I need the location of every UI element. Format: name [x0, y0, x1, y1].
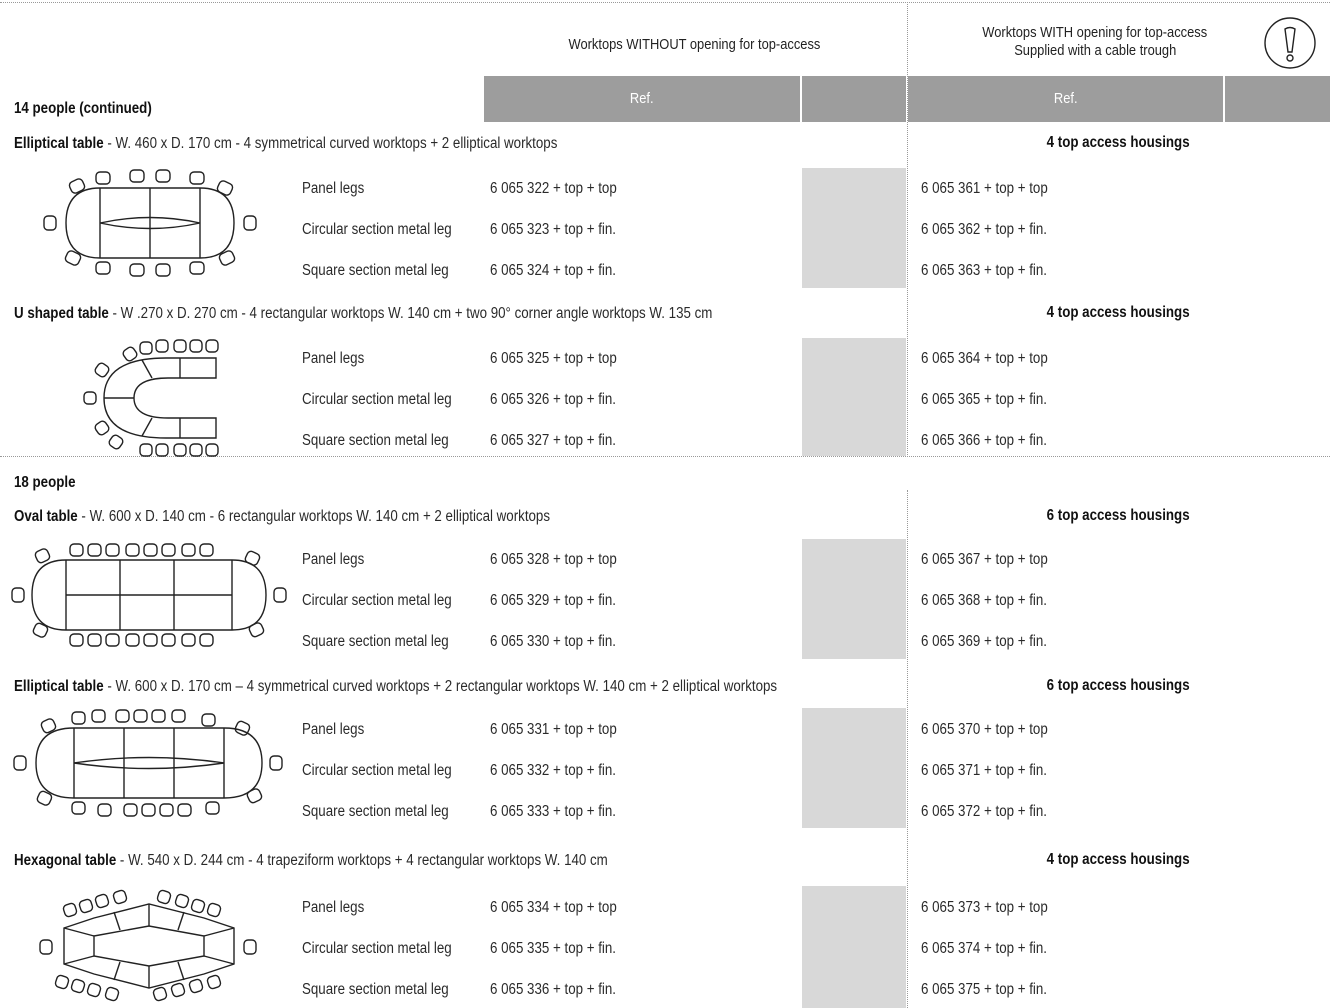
without-opening-header: Worktops WITHOUT opening for top-access: [568, 36, 820, 53]
table-row: Square section metal leg 6 065 333 + top…: [0, 802, 1330, 822]
leg-type: Panel legs: [302, 551, 365, 568]
table-row: Panel legs 6 065 328 + top + top 6 065 3…: [0, 550, 1330, 570]
column-divider-lower: [907, 490, 908, 1008]
table-row: Panel legs 6 065 331 + top + top 6 065 3…: [0, 720, 1330, 740]
ref-with: 6 065 370 + top + top: [921, 721, 1048, 738]
ref-without: 6 065 325 + top + top: [490, 350, 617, 367]
ref-header-left-empty: [802, 76, 906, 122]
section-title: 14 people (continued): [14, 100, 152, 117]
with-opening-header: Worktops WITH opening for top-access Sup…: [982, 24, 1208, 59]
table-row: Square section metal leg 6 065 324 + top…: [0, 261, 1330, 281]
ref-with: 6 065 369 + top + fin.: [921, 633, 1048, 650]
table-row: Square section metal leg 6 065 327 + top…: [0, 431, 1330, 451]
ref-header-right: Ref.: [908, 76, 1223, 122]
section-title: 18 people: [14, 474, 76, 491]
leg-type: Panel legs: [302, 899, 365, 916]
leg-type: Panel legs: [302, 180, 365, 197]
leg-type: Square section metal leg: [302, 803, 449, 820]
ref-header-right-empty: [1225, 76, 1330, 122]
housings-label: 4 top access housings: [1046, 134, 1190, 151]
table-description: U shaped table - W .270 x D. 270 cm - 4 …: [14, 305, 713, 322]
elliptical-table-14-icon: [30, 168, 270, 281]
ref-with: 6 065 367 + top + top: [921, 551, 1048, 568]
ref-with: 6 065 362 + top + fin.: [921, 221, 1048, 238]
table-row: Panel legs 6 065 322 + top + top 6 065 3…: [0, 179, 1330, 199]
empty-column: [802, 168, 906, 288]
ref-with: 6 065 373 + top + top: [921, 899, 1048, 916]
table-description: Oval table - W. 600 x D. 140 cm - 6 rect…: [14, 508, 551, 525]
ref-without: 6 065 327 + top + fin.: [490, 432, 617, 449]
ref-without: 6 065 329 + top + fin.: [490, 592, 617, 609]
ref-without: 6 065 334 + top + top: [490, 899, 617, 916]
table-row: Circular section metal leg 6 065 335 + t…: [0, 939, 1330, 959]
housings-label: 4 top access housings: [1046, 851, 1190, 868]
table-row: Square section metal leg 6 065 336 + top…: [0, 980, 1330, 1000]
u-shaped-table-icon: [76, 336, 256, 463]
top-rule: [0, 2, 1330, 3]
elliptical-table-18-icon: [6, 708, 292, 821]
ref-without: 6 065 328 + top + top: [490, 551, 617, 568]
table-row: Panel legs 6 065 334 + top + top 6 065 3…: [0, 898, 1330, 918]
ref-with: 6 065 365 + top + fin.: [921, 391, 1048, 408]
ref-without: 6 065 336 + top + fin.: [490, 981, 617, 998]
ref-without: 6 065 324 + top + fin.: [490, 262, 617, 279]
leg-type: Panel legs: [302, 350, 365, 367]
table-row: Square section metal leg 6 065 330 + top…: [0, 632, 1330, 652]
exclamation-circle-icon: [1262, 15, 1318, 71]
leg-type: Square section metal leg: [302, 981, 449, 998]
table-description: Elliptical table - W. 460 x D. 170 cm - …: [14, 135, 558, 152]
ref-header-left: Ref.: [484, 76, 800, 122]
ref-with: 6 065 363 + top + fin.: [921, 262, 1048, 279]
ref-without: 6 065 332 + top + fin.: [490, 762, 617, 779]
leg-type: Circular section metal leg: [302, 592, 452, 609]
ref-with: 6 065 366 + top + fin.: [921, 432, 1048, 449]
leg-type: Circular section metal leg: [302, 391, 452, 408]
empty-column: [802, 338, 906, 456]
housings-label: 6 top access housings: [1046, 507, 1190, 524]
column-divider: [907, 2, 908, 457]
ref-with: 6 065 364 + top + top: [921, 350, 1048, 367]
leg-type: Square section metal leg: [302, 633, 449, 650]
leg-type: Square section metal leg: [302, 432, 449, 449]
empty-column: [802, 708, 906, 828]
ref-without: 6 065 326 + top + fin.: [490, 391, 617, 408]
table-description: Elliptical table - W. 600 x D. 170 cm – …: [14, 678, 778, 695]
ref-without: 6 065 333 + top + fin.: [490, 803, 617, 820]
ref-without: 6 065 323 + top + fin.: [490, 221, 617, 238]
ref-with: 6 065 375 + top + fin.: [921, 981, 1048, 998]
ref-with: 6 065 361 + top + top: [921, 180, 1048, 197]
ref-without: 6 065 335 + top + fin.: [490, 940, 617, 957]
ref-without: 6 065 331 + top + top: [490, 721, 617, 738]
ref-without: 6 065 322 + top + top: [490, 180, 617, 197]
table-description: Hexagonal table - W. 540 x D. 244 cm - 4…: [14, 852, 608, 869]
leg-type: Circular section metal leg: [302, 762, 452, 779]
table-row: Panel legs 6 065 325 + top + top 6 065 3…: [0, 349, 1330, 369]
table-row: Circular section metal leg 6 065 332 + t…: [0, 761, 1330, 781]
housings-label: 6 top access housings: [1046, 677, 1190, 694]
section-divider: [0, 456, 1330, 457]
table-row: Circular section metal leg 6 065 329 + t…: [0, 591, 1330, 611]
ref-with: 6 065 374 + top + fin.: [921, 940, 1048, 957]
table-row: Circular section metal leg 6 065 326 + t…: [0, 390, 1330, 410]
table-row: Circular section metal leg 6 065 323 + t…: [0, 220, 1330, 240]
ref-without: 6 065 330 + top + fin.: [490, 633, 617, 650]
empty-column: [802, 539, 906, 659]
empty-column: [802, 886, 906, 1008]
hexagonal-table-icon: [34, 888, 264, 1007]
ref-with: 6 065 368 + top + fin.: [921, 592, 1048, 609]
leg-type: Circular section metal leg: [302, 940, 452, 957]
leg-type: Circular section metal leg: [302, 221, 452, 238]
leg-type: Panel legs: [302, 721, 365, 738]
ref-with: 6 065 371 + top + fin.: [921, 762, 1048, 779]
ref-with: 6 065 372 + top + fin.: [921, 803, 1048, 820]
oval-table-18-icon: [6, 540, 292, 653]
housings-label: 4 top access housings: [1046, 304, 1190, 321]
leg-type: Square section metal leg: [302, 262, 449, 279]
